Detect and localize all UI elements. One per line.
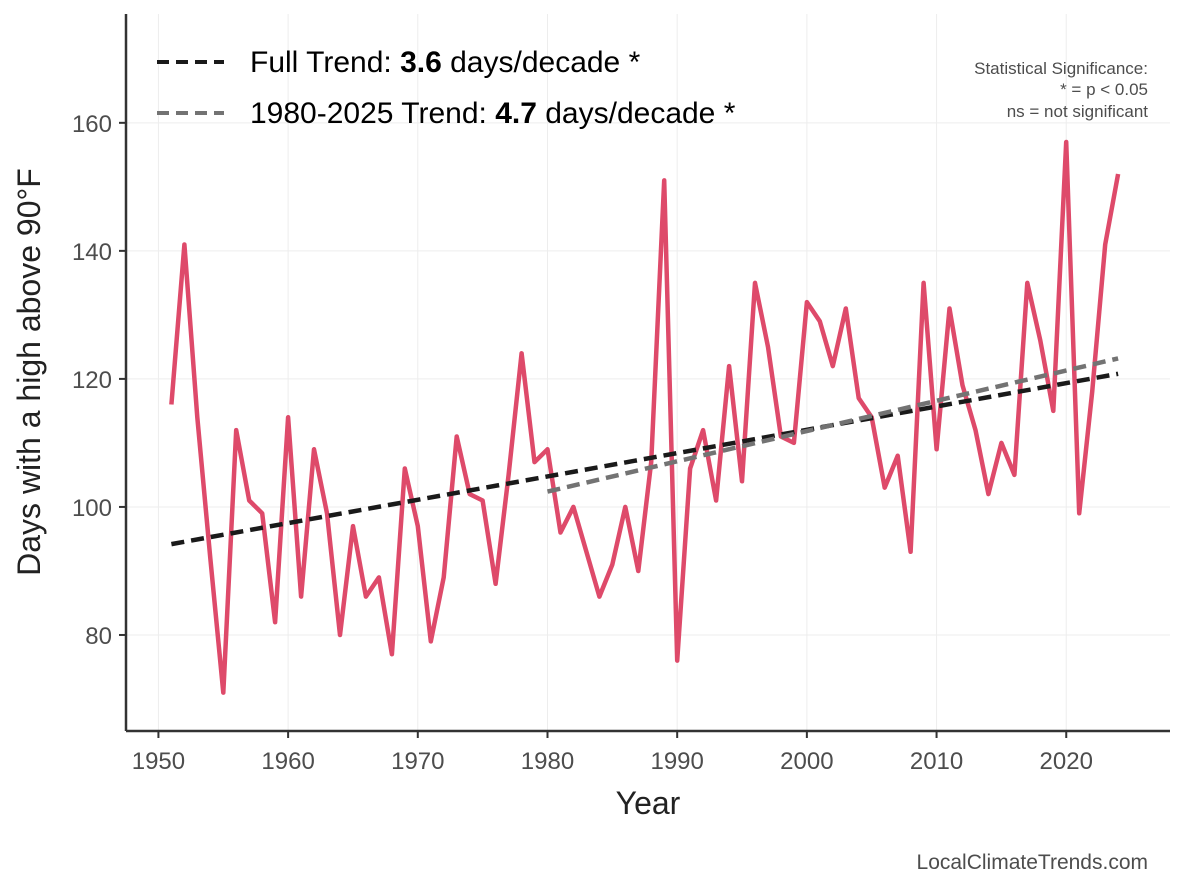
legend: Full Trend: 3.6 days/decade * 1980-2025 … [157, 46, 736, 130]
x-tick-label: 2010 [910, 748, 963, 775]
legend-label-recent-trend: 1980-2025 Trend: 4.7 days/decade * [250, 97, 736, 130]
y-tick-label: 100 [72, 495, 112, 522]
x-tick-label: 1960 [261, 748, 314, 775]
full-trend-line [171, 371, 1119, 547]
legend-suffix-recent-trend: days/decade * [537, 97, 736, 130]
x-tick-label: 2020 [1040, 748, 1093, 775]
x-tick-label: 1980 [521, 748, 574, 775]
y-axis-title: Days with a high above 90°F [11, 168, 47, 576]
x-tick-label: 1970 [391, 748, 444, 775]
axis-ticks: 1950 1960 1970 1980 1990 2000 2010 2020 80 100 120… [72, 111, 1093, 775]
significance-line-3: ns = not significant [1007, 102, 1149, 121]
y-tick-label: 160 [72, 111, 112, 138]
recent-trend-line [546, 356, 1119, 494]
annual-days-line [169, 139, 1121, 695]
y-tick-label: 140 [72, 239, 112, 266]
x-tick-label: 1950 [132, 748, 185, 775]
legend-prefix-full-trend: Full Trend: [250, 46, 400, 79]
x-tick-label: 1990 [650, 748, 703, 775]
x-axis-title: Year [616, 785, 681, 821]
significance-line-2: * = p < 0.05 [1060, 80, 1148, 99]
legend-prefix-recent-trend: 1980-2025 Trend: [250, 97, 495, 130]
legend-value-recent-trend: 4.7 [495, 97, 537, 130]
y-tick-label: 120 [72, 367, 112, 394]
y-tick-label: 80 [85, 623, 112, 650]
legend-label-full-trend: Full Trend: 3.6 days/decade * [250, 46, 641, 79]
series-layer [169, 139, 1121, 695]
source-credit: LocalClimateTrends.com [917, 851, 1148, 874]
significance-note: Statistical Significance: * = p < 0.05 n… [974, 59, 1148, 121]
legend-value-full-trend: 3.6 [400, 46, 442, 79]
x-tick-label: 2000 [780, 748, 833, 775]
legend-suffix-full-trend: days/decade * [442, 46, 641, 79]
significance-line-1: Statistical Significance: [974, 59, 1148, 78]
gridlines [126, 14, 1170, 731]
